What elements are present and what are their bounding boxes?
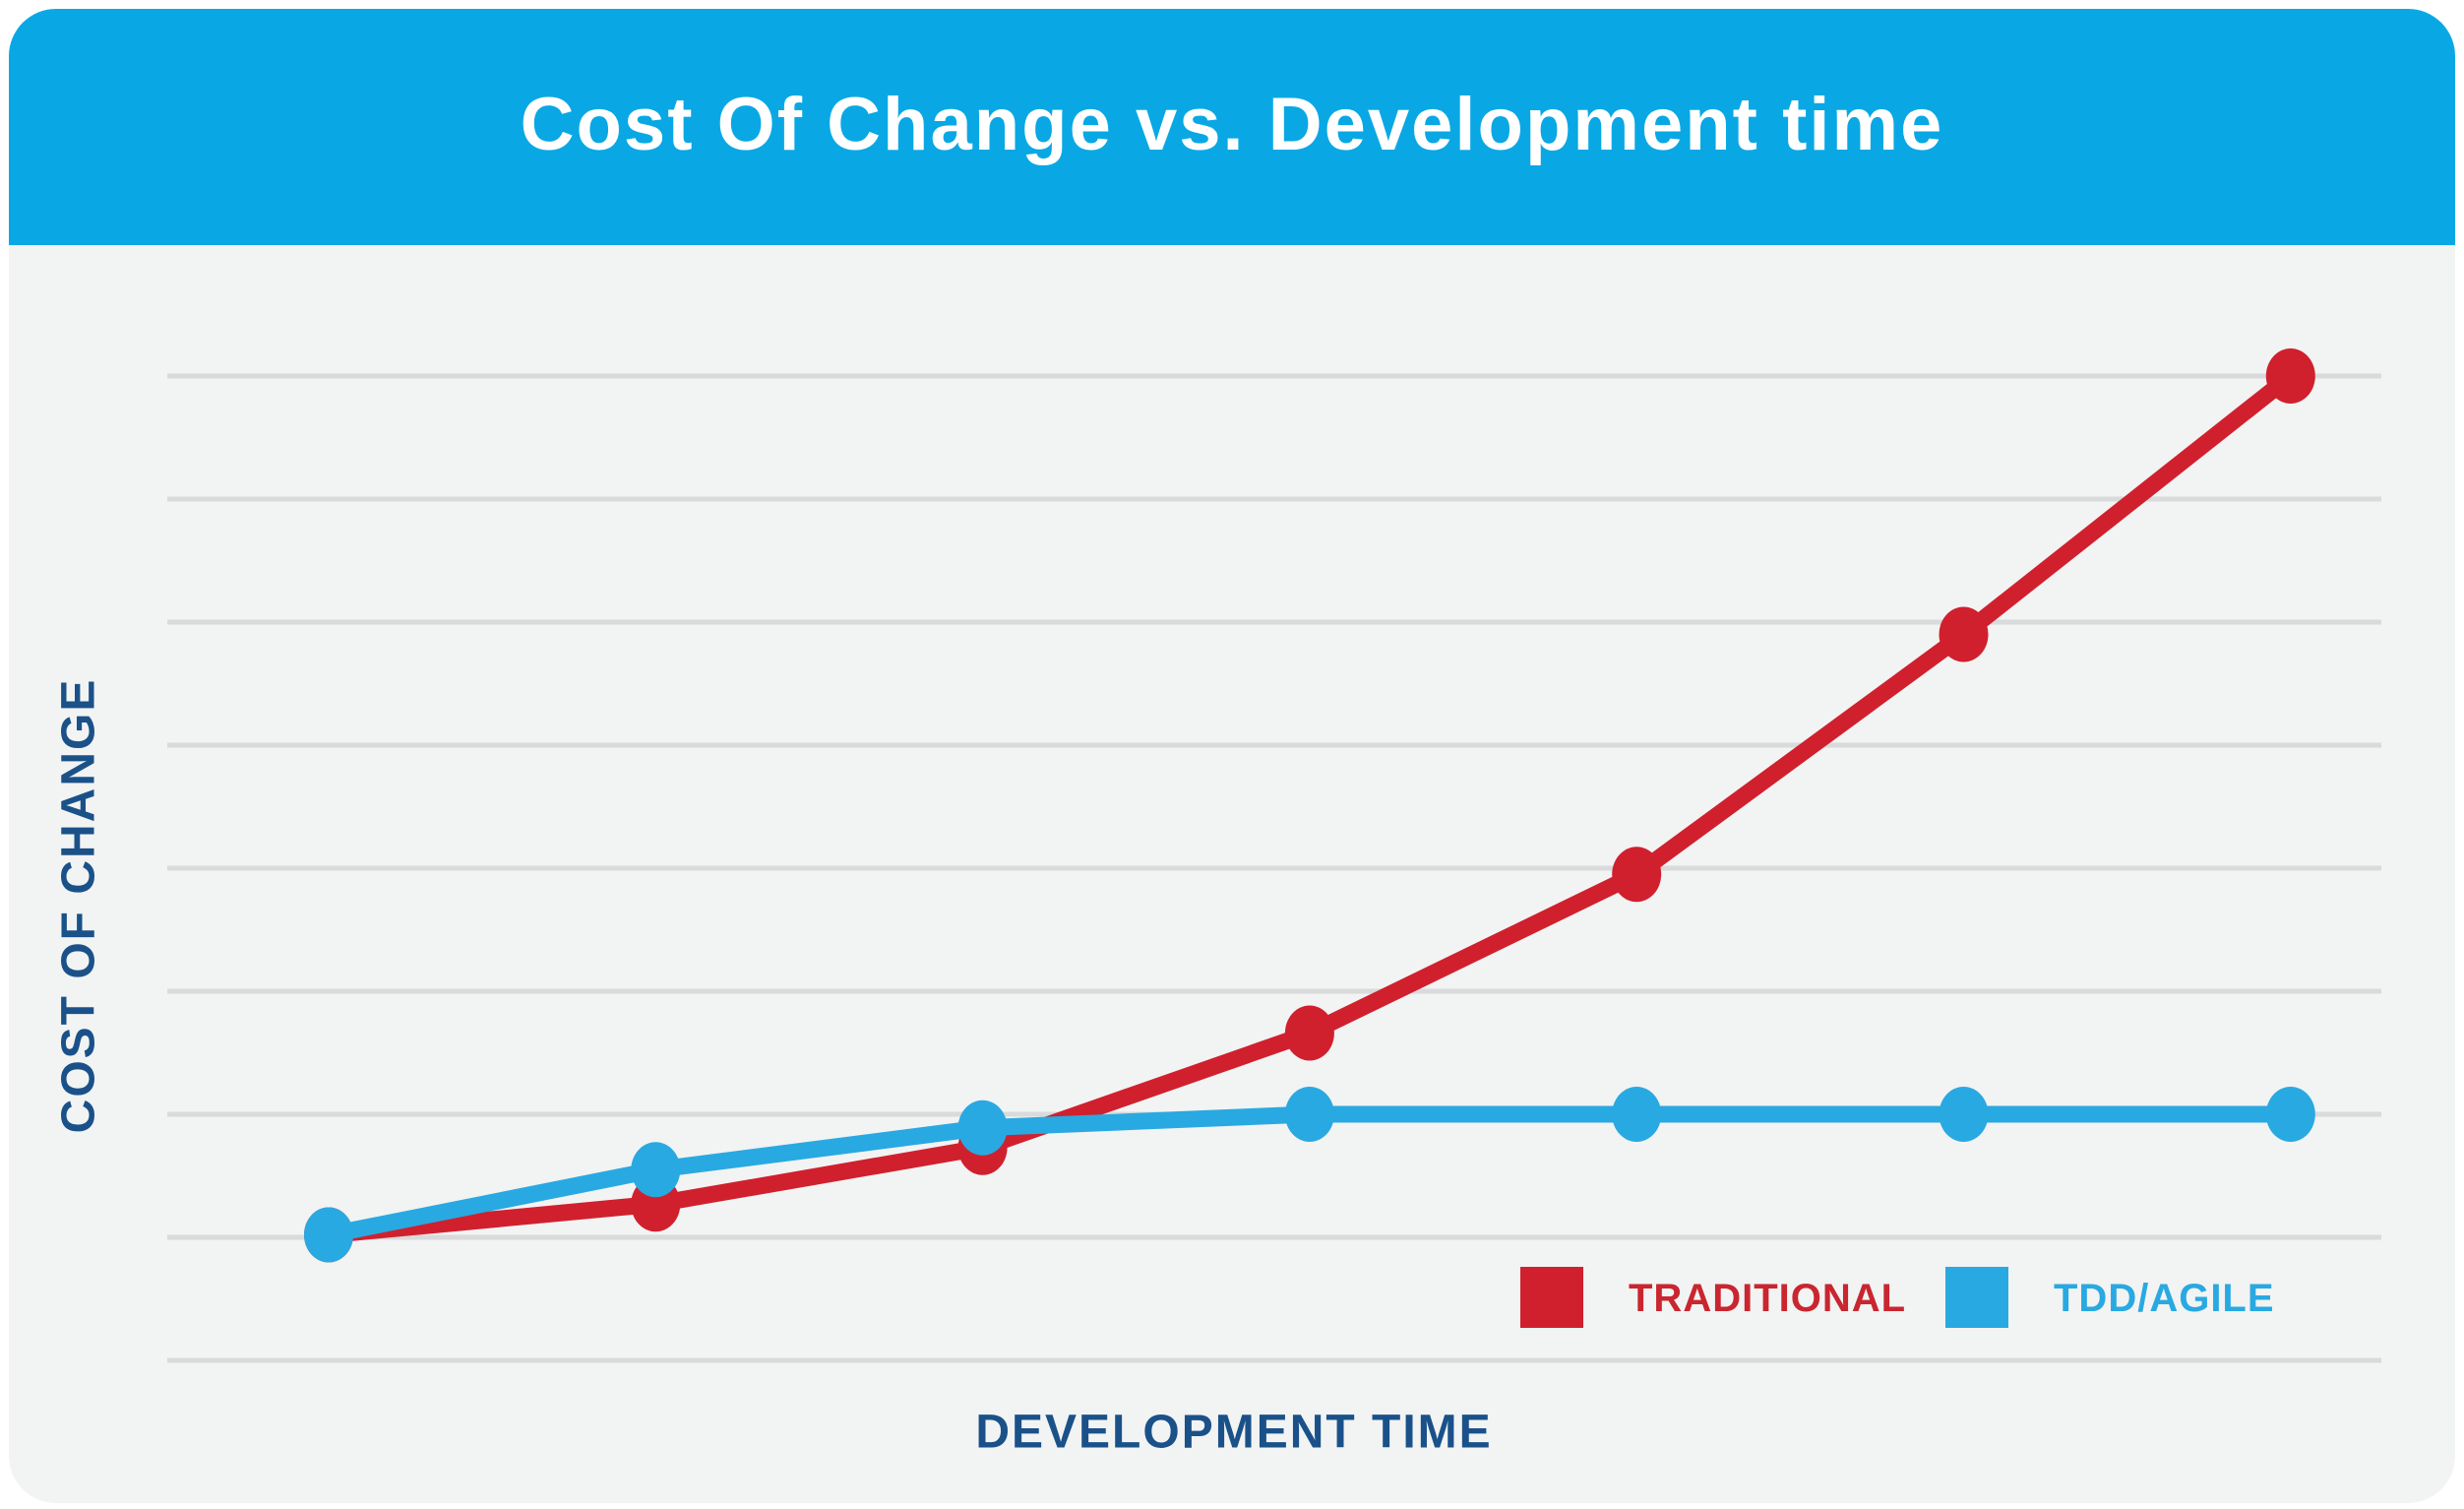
legend-label-traditional: TRADITIONAL: [1629, 1277, 1907, 1320]
legend-label-tdd-agile: TDD/AGILE: [2054, 1277, 2275, 1320]
title-bar: Cost Of Change vs. Development time: [9, 9, 2455, 245]
data-point-tdd-agile: [2265, 1087, 2315, 1142]
legend-swatch-traditional: [1520, 1267, 1583, 1328]
legend-swatch-tdd-agile: [1945, 1267, 2008, 1328]
data-point-tdd-agile: [1939, 1087, 1989, 1142]
data-point-tdd-agile: [1284, 1087, 1334, 1142]
data-point-traditional: [1612, 847, 1662, 903]
data-point-tdd-agile: [957, 1100, 1008, 1156]
data-point-traditional: [1284, 1005, 1334, 1061]
x-axis-label: DEVELOPMENT TIME: [975, 1406, 1493, 1459]
chart-title: Cost Of Change vs. Development time: [520, 82, 1944, 166]
y-axis-label: COST OF CHANGE: [52, 677, 105, 1134]
data-point-tdd-agile: [631, 1142, 681, 1198]
data-point-traditional: [2265, 348, 2315, 404]
data-point-tdd-agile: [304, 1207, 353, 1263]
chart-card: Cost Of Change vs. Development time: [9, 9, 2455, 1503]
data-point-traditional: [1939, 606, 1989, 662]
data-point-tdd-agile: [1612, 1087, 1662, 1142]
